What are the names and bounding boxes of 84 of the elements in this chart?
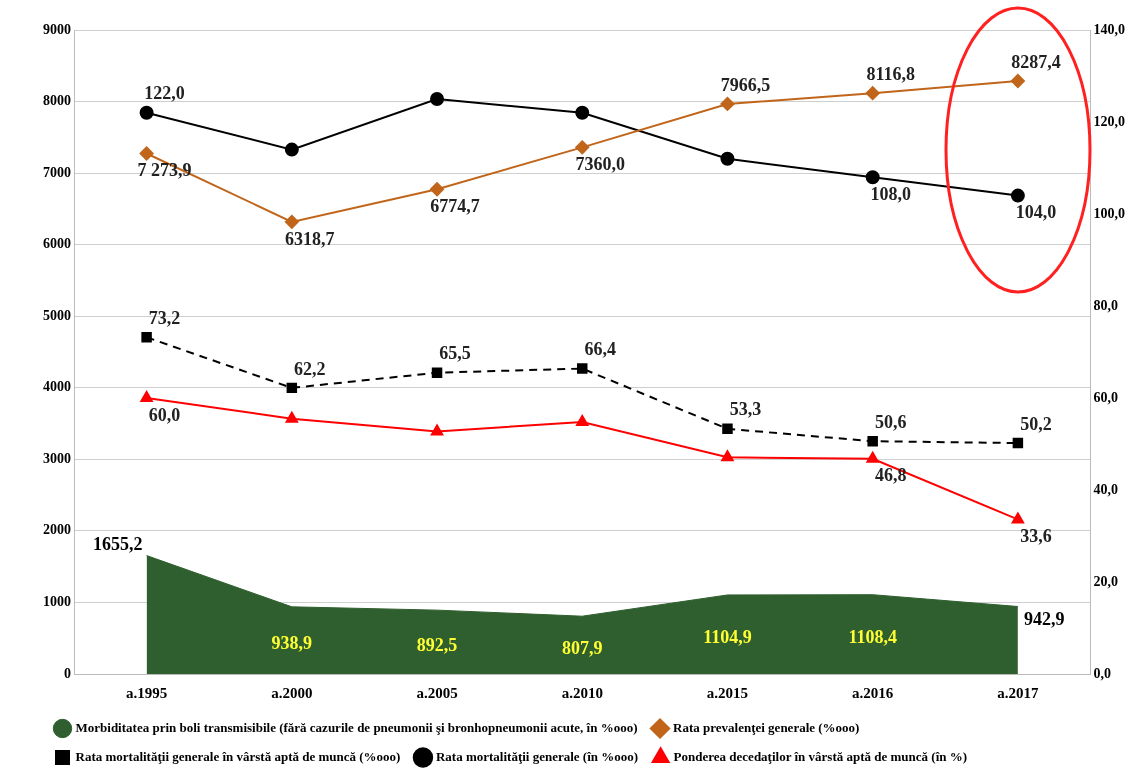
point: [285, 411, 299, 423]
point: [866, 451, 879, 463]
legend-label: Ponderea decedaţilor în vârstă aptă de muncă (în %): [673, 748, 968, 764]
data-label: 942,9: [1023, 609, 1065, 630]
y-tick-label: 3000: [43, 450, 71, 466]
y-tick-label: 8000: [43, 93, 71, 109]
legend-label: Rata mortalităţii generale în vârstă aptă de muncă (%ooo): [75, 748, 401, 764]
data-label: 66,4: [584, 339, 616, 360]
y2-tick-label: 0,0: [1093, 665, 1111, 681]
point: [1011, 512, 1025, 524]
point: [721, 450, 734, 462]
data-label: 7966,5: [720, 74, 771, 95]
point: [286, 382, 298, 394]
data-label: 8116,8: [866, 63, 915, 84]
point: [1010, 188, 1025, 203]
point: [575, 105, 590, 120]
legend-label: Rata prevalenţei generale (%ooo): [673, 719, 860, 735]
data-label: 122,0: [144, 83, 185, 104]
point: [431, 367, 443, 378]
point: [139, 105, 154, 120]
point: [1010, 73, 1025, 88]
y-tick-label: 1000: [43, 594, 71, 610]
point: [575, 140, 590, 155]
data-label: 108,0: [870, 183, 911, 204]
y-tick-label: 6000: [43, 236, 71, 252]
data-label: 33,6: [1020, 526, 1052, 547]
y2-tick-label: 80,0: [1093, 297, 1118, 313]
point: [430, 424, 444, 436]
data-label: 938,9: [271, 633, 313, 654]
y2-tick-label: 100,0: [1093, 205, 1125, 221]
data-label: 60,0: [148, 404, 181, 425]
point: [140, 391, 153, 402]
point: [865, 170, 880, 185]
x-tick-label: a.2017: [997, 684, 1040, 701]
point: [720, 96, 735, 111]
y-tick-label: 4000: [43, 379, 71, 395]
y2-tick-label: 60,0: [1093, 389, 1118, 405]
data-label: 1655,2: [93, 534, 143, 555]
x-tick-label: a.2005: [416, 684, 458, 701]
y2-tick-label: 120,0: [1093, 113, 1125, 129]
data-label: 6318,7: [285, 228, 335, 249]
x-tick-label: a.1995: [125, 684, 168, 701]
data-label: 892,5: [416, 634, 458, 655]
data-label: 1104,9: [703, 627, 752, 648]
y-tick-label: 2000: [43, 522, 71, 538]
data-label: 53,3: [729, 399, 762, 420]
y2-tick-label: 20,0: [1093, 573, 1118, 589]
point: [576, 414, 589, 426]
point: [139, 146, 154, 161]
data-label: 65,5: [439, 343, 471, 364]
data-label: 50,2: [1020, 413, 1052, 434]
y2-tick-label: 40,0: [1093, 481, 1118, 497]
x-tick-label: a.2010: [561, 684, 603, 701]
data-label: 62,2: [294, 358, 326, 379]
x-tick-label: a.2000: [271, 684, 313, 701]
point: [722, 423, 733, 435]
point: [430, 182, 445, 197]
point: [284, 142, 299, 157]
data-label: 7360,0: [575, 154, 625, 175]
point: [141, 332, 152, 343]
point: [867, 436, 878, 447]
point: [284, 214, 299, 229]
data-label: 73,2: [148, 307, 181, 328]
data-label: 1108,4: [848, 627, 897, 647]
y2-tick-label: 140,0: [1093, 21, 1125, 37]
data-label: 807,9: [562, 637, 603, 658]
data-label: 50,6: [874, 411, 907, 432]
y-tick-label: 0: [64, 665, 71, 681]
point: [577, 363, 588, 374]
point: [720, 151, 735, 166]
point: [1012, 437, 1024, 449]
data-label: 104,0: [1015, 202, 1057, 223]
x-tick-label: a.2015: [706, 684, 749, 701]
point: [430, 92, 445, 106]
y-tick-label: 5000: [43, 307, 71, 323]
y-tick-label: 9000: [43, 21, 71, 37]
data-label: 8287,4: [1011, 51, 1061, 72]
legend-label: Morbiditatea prin boli transmisibile (fără cazurile de pneumonii şi bronhopneumonii acute, în %ooo): [75, 719, 638, 735]
data-label: 46,8: [874, 465, 907, 486]
point: [865, 86, 880, 101]
legend-label: Rata mortalităţii generale (în %ooo): [435, 748, 639, 764]
x-tick-label: a.2016: [852, 684, 894, 701]
y-tick-label: 7000: [43, 164, 71, 180]
data-label: 6774,7: [430, 195, 480, 216]
